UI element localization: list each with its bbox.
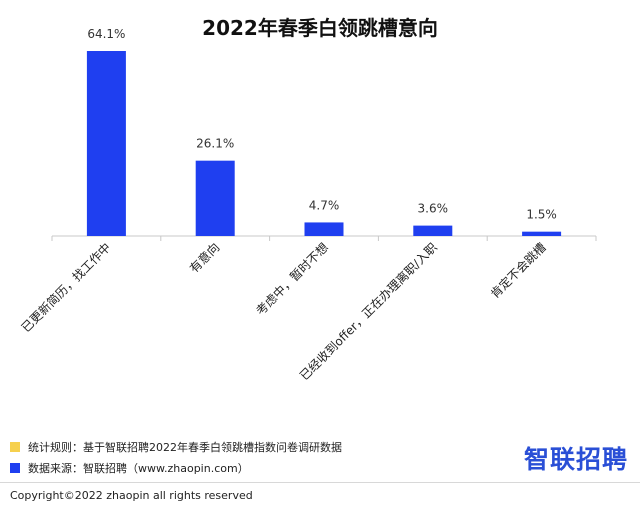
data-label-2: 26.1%: [196, 137, 234, 151]
brand-logo: 智联招聘: [523, 445, 628, 474]
rule-swatch: [10, 441, 20, 452]
bar-2: [195, 160, 235, 236]
bar-chart: 64.1%已更新简历，找工作中26.1%有意向4.7%考虑中，暂时不想3.6%已…: [18, 27, 597, 383]
data-label-5: 1.5%: [526, 208, 557, 222]
category-label-5: 肯定不会跳槽: [487, 240, 549, 302]
note-rule-text: 统计规则：基于智联招聘2022年春季白领跳槽指数问卷调研数据: [28, 440, 342, 454]
data-label-3: 4.7%: [309, 198, 340, 212]
note-rule: 统计规则：基于智联招聘2022年春季白领跳槽指数问卷调研数据: [10, 436, 430, 457]
source-swatch: [10, 462, 20, 473]
category-label-2: 有意向: [186, 240, 222, 276]
footer-divider: [0, 482, 640, 483]
data-label-4: 3.6%: [418, 202, 449, 216]
copyright-text: Copyright©2022 zhaopin all rights reserv…: [10, 489, 253, 502]
bar-3: [304, 222, 344, 236]
category-label-1: 已更新简历，找工作中: [18, 240, 113, 335]
note-source-text: 数据来源：智联招聘（www.zhaopin.com）: [28, 461, 249, 475]
data-label-1: 64.1%: [87, 27, 125, 41]
note-source: 数据来源：智联招聘（www.zhaopin.com）: [10, 457, 430, 478]
chart-title: 2022年春季白领跳槽意向: [202, 16, 438, 40]
bar-5: [522, 231, 562, 236]
bar-1: [86, 51, 126, 236]
category-label-3: 考虑中，暂时不想: [253, 240, 331, 318]
bar-4: [413, 225, 453, 236]
chart-notes: 统计规则：基于智联招聘2022年春季白领跳槽指数问卷调研数据 数据来源：智联招聘…: [10, 436, 430, 478]
